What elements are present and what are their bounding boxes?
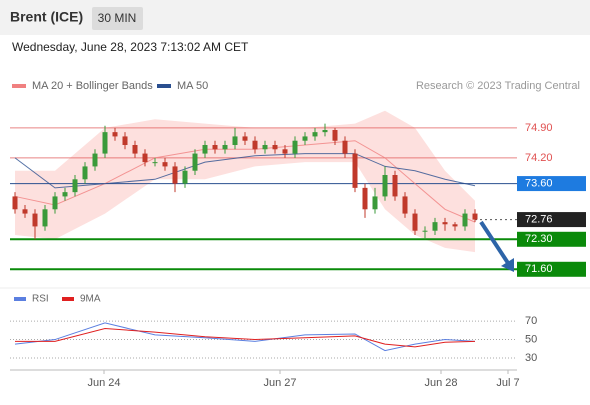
candle-body	[422, 230, 428, 232]
candle-body	[352, 153, 358, 188]
rsi-legend-label: 9MA	[80, 294, 101, 305]
candle-body	[162, 162, 168, 167]
x-tick-label: Jun 28	[424, 377, 457, 389]
timestamp: Wednesday, June 28, 2023 7:13:02 AM CET	[12, 40, 249, 54]
candle-body	[32, 213, 38, 227]
candle-body	[52, 196, 58, 210]
candle-body	[452, 224, 458, 227]
candle-body	[152, 162, 158, 164]
legend-swatch	[157, 84, 171, 88]
rsi-tick-label: 70	[525, 315, 537, 327]
candle-body	[412, 213, 418, 231]
candle-body	[192, 153, 198, 171]
rsi-legend-label: RSI	[32, 294, 49, 305]
candle-body	[202, 145, 208, 154]
candle-body	[442, 222, 448, 225]
candle-body	[72, 179, 78, 193]
level-badge	[517, 176, 586, 192]
candle-body	[392, 175, 398, 197]
x-tick-label: Jul 7	[496, 377, 519, 389]
candle-body	[82, 166, 88, 180]
candle-body	[322, 130, 328, 133]
ma-line	[14, 140, 476, 223]
rsi-tick-label: 50	[525, 333, 537, 345]
candle-body	[92, 153, 98, 167]
candle-body	[102, 132, 108, 154]
candle-body	[232, 136, 238, 145]
level-label: 74.90	[525, 122, 553, 134]
candle-body	[172, 166, 178, 184]
legend-swatch	[12, 84, 26, 88]
candle-body	[132, 145, 138, 154]
arrow-head	[501, 258, 514, 272]
candle-body	[292, 140, 298, 154]
candle-body	[382, 175, 388, 197]
level-label: 72.76	[525, 213, 553, 225]
level-label: 73.60	[525, 177, 553, 189]
candle-body	[252, 140, 258, 150]
legend-label: MA 20 + Bollinger Bands	[32, 80, 153, 92]
rsi-legend-swatch	[14, 297, 26, 301]
candle-body	[362, 187, 368, 210]
candle-body	[42, 209, 48, 227]
candle-body	[302, 136, 308, 141]
candle-body	[282, 149, 288, 154]
candle-body	[342, 140, 348, 154]
x-tick-label: Jun 27	[263, 377, 296, 389]
interval[interactable]: 30 MIN	[98, 11, 137, 25]
candle-body	[372, 196, 378, 210]
x-tick-label: Jun 24	[87, 377, 120, 389]
credit: Research © 2023 Trading Central	[416, 80, 580, 92]
candle-body	[62, 192, 68, 197]
rsi-line	[15, 327, 476, 348]
candle-body	[122, 136, 128, 145]
candle-body	[272, 145, 278, 150]
candle-body	[432, 222, 438, 231]
candle-body	[112, 132, 118, 137]
candle-body	[222, 145, 228, 150]
header-bar	[0, 0, 590, 35]
candle-body	[462, 213, 468, 227]
level-label: 72.30	[525, 233, 553, 245]
candle-body	[12, 196, 18, 210]
level-label: 71.60	[525, 263, 553, 275]
level-label: 74.20	[525, 152, 553, 164]
level-badge	[517, 212, 586, 228]
level-badge	[517, 231, 586, 247]
legend-label: MA 50	[177, 80, 208, 92]
candle-body	[242, 136, 248, 141]
forecast-arrow	[479, 220, 510, 265]
candle-body	[262, 145, 268, 150]
level-badge	[517, 261, 586, 277]
candle-body	[472, 213, 478, 220]
rsi-tick-label: 30	[525, 352, 537, 364]
interval-box[interactable]	[92, 7, 143, 30]
candle-body	[212, 145, 218, 150]
candle-body	[22, 209, 28, 214]
rsi-legend-swatch	[62, 297, 74, 301]
candle-body	[402, 196, 408, 214]
candle-body	[182, 170, 188, 184]
instrument: Brent (ICE)	[10, 9, 83, 25]
candle-body	[312, 132, 318, 137]
ma-line	[14, 153, 476, 189]
candle-body	[142, 153, 148, 163]
bollinger-band	[15, 110, 475, 253]
candle-body	[332, 130, 338, 141]
